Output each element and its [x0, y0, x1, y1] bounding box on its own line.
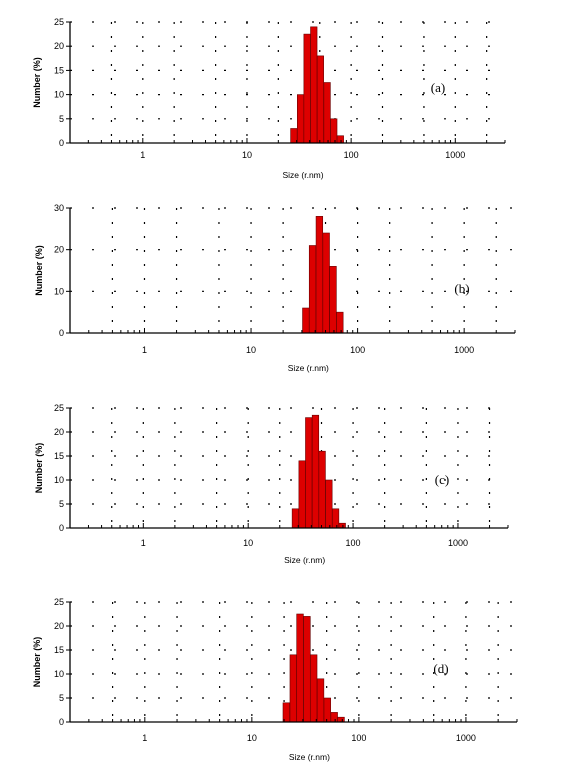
- chart-b-y-tick-label: 0: [59, 328, 64, 338]
- chart-d-y-tick-label: 5: [59, 693, 64, 703]
- chart-d-y-tick-label: 0: [59, 717, 64, 727]
- chart-b-bar: [336, 311, 344, 334]
- chart-b-x-tick-label: 1000: [454, 345, 474, 355]
- chart-a-bar: [323, 82, 331, 144]
- chart-d-bar: [316, 678, 325, 723]
- chart-c-x-label: Size (r.nm): [284, 555, 325, 565]
- chart-a-y-label: Number (%): [32, 57, 42, 108]
- chart-b-x-tick-label: 1: [142, 345, 147, 355]
- chart-b-bar: [315, 216, 324, 334]
- chart-c-bar: [318, 450, 326, 529]
- chart-panel-a: 1 10 100 1000 0 5 10 15 20 25 Number (%) Size (r.nm…: [32, 17, 506, 180]
- chart-c-y-tick-label: 25: [54, 403, 64, 413]
- chart-d-bar: [337, 716, 345, 723]
- chart-a-x-tick-label: 1: [140, 150, 145, 160]
- chart-d-bar: [330, 712, 338, 723]
- chart-a-y-tick-label: 10: [54, 90, 64, 100]
- chart-panel-d: 1 10 100 1000 0 5 10 15 20 25 Number (%) Size (r.nm…: [32, 597, 518, 762]
- chart-c-y-label: Number (%): [34, 443, 44, 494]
- chart-a-bar: [290, 128, 298, 144]
- chart-c-bar: [291, 508, 299, 529]
- chart-a-x-label: Size (r.nm): [283, 170, 324, 180]
- chart-c-bar: [331, 508, 340, 529]
- chart-c-bar: [298, 460, 306, 529]
- chart-b-bar: [322, 232, 330, 334]
- chart-b-x-tick-label: 10: [246, 345, 256, 355]
- chart-d-y-label: Number (%): [32, 637, 42, 688]
- chart-c-y-tick-label: 10: [54, 475, 64, 485]
- chart-c-panel-label: (c): [435, 472, 449, 487]
- chart-c-x-tick-label: 1: [141, 538, 146, 548]
- chart-a-x-tick-label: 100: [344, 150, 359, 160]
- chart-c-x-tick-label: 10: [243, 538, 253, 548]
- chart-a-y-tick-label: 5: [59, 114, 64, 124]
- chart-b-bar: [308, 245, 317, 334]
- chart-c-x-tick-label: 100: [346, 538, 361, 548]
- chart-a-bar: [316, 55, 324, 144]
- chart-b-x-label: Size (r.nm): [288, 363, 329, 373]
- chart-d-panel-label: (d): [433, 661, 448, 676]
- chart-a-y-tick-label: 0: [59, 138, 64, 148]
- chart-d-x-tick-label: 100: [351, 733, 366, 743]
- chart-b-bar: [302, 307, 310, 334]
- chart-a-y-tick-label: 15: [54, 65, 64, 75]
- chart-panel-b: 1 10 100 1000 0 10 20 30 Number (%) Size (r.nm) (b…: [34, 203, 516, 373]
- chart-b-x-tick-label: 100: [350, 345, 365, 355]
- chart-c-y-tick-label: 20: [54, 427, 64, 437]
- chart-c-bar: [338, 522, 346, 529]
- chart-b-panel-label: (b): [454, 281, 469, 296]
- chart-d-x-label: Size (r.nm): [289, 752, 330, 762]
- chart-d-bar: [289, 654, 297, 723]
- chart-a-y-tick-label: 25: [54, 17, 64, 27]
- chart-d-bar: [296, 613, 304, 723]
- chart-a-bar: [336, 135, 344, 144]
- chart-b-y-tick-label: 10: [54, 286, 64, 296]
- chart-d-x-tick-label: 10: [247, 733, 257, 743]
- chart-b-bar: [329, 266, 337, 334]
- chart-c-bar: [325, 479, 333, 529]
- chart-a-panel-label: (a): [431, 80, 445, 95]
- chart-c-x-tick-label: 1000: [448, 538, 468, 548]
- chart-c-y-tick-label: 5: [59, 499, 64, 509]
- chart-c-bar: [311, 414, 320, 529]
- chart-d-bar: [323, 697, 331, 723]
- chart-c-y-tick-label: 0: [59, 523, 64, 533]
- chart-d-y-tick-label: 20: [54, 621, 64, 631]
- chart-d-bar: [310, 654, 318, 723]
- chart-a-bar: [330, 118, 338, 144]
- chart-d-x-tick-label: 1000: [456, 733, 476, 743]
- chart-d-y-tick-label: 15: [54, 645, 64, 655]
- chart-b-y-label: Number (%): [34, 245, 44, 296]
- chart-a-y-tick-label: 20: [54, 41, 64, 51]
- chart-b-y-tick-label: 20: [54, 245, 64, 255]
- chart-a-bar: [303, 33, 311, 144]
- chart-c-bar: [305, 417, 313, 529]
- chart-b-y-tick-label: 30: [54, 203, 64, 213]
- chart-d-y-tick-label: 10: [54, 669, 64, 679]
- chart-d-x-tick-label: 1: [142, 733, 147, 743]
- chart-a-bar: [310, 26, 318, 144]
- chart-a-bar: [297, 94, 305, 144]
- chart-d-y-tick-label: 25: [54, 597, 64, 607]
- chart-panel-c: 1 10 100 1000 0 5 10 15 20 25 Number (%) Size (r.nm…: [34, 403, 509, 565]
- chart-d-bar: [303, 616, 311, 723]
- chart-a-x-tick-label: 1000: [445, 150, 465, 160]
- chart-c-y-tick-label: 15: [54, 451, 64, 461]
- chart-a-x-tick-label: 10: [242, 150, 252, 160]
